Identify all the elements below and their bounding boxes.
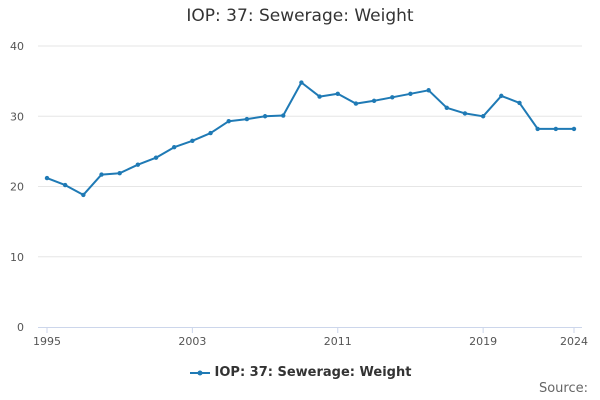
data-point — [517, 100, 522, 106]
data-point — [281, 113, 286, 118]
data-point — [571, 126, 577, 132]
gridlines — [38, 45, 582, 258]
data-point — [462, 111, 468, 116]
data-point — [408, 91, 413, 96]
data-point — [390, 95, 395, 100]
data-point — [153, 155, 159, 160]
data-point — [335, 91, 340, 96]
data-point — [426, 88, 431, 93]
data-point — [172, 144, 177, 150]
chart-title: IOP: 37: Sewerage: Weight — [186, 6, 414, 26]
data-point — [244, 116, 250, 122]
y-tick-label: 30 — [10, 110, 24, 123]
y-tick-label: 0 — [17, 321, 24, 334]
source-label: Source: — [538, 381, 588, 396]
x-tick-label: 2024 — [560, 335, 588, 348]
legend-swatch-icon — [189, 370, 210, 375]
x-tick-label: 2019 — [469, 335, 497, 348]
data-point — [499, 93, 504, 99]
series-line — [46, 81, 574, 196]
legend-label: IOP: 37: Sewerage: Weight — [214, 365, 412, 380]
x-tick-label: 1995 — [33, 335, 61, 348]
data-point — [190, 138, 195, 144]
legend: IOP: 37: Sewerage: Weight — [0, 365, 600, 380]
data-point — [371, 98, 377, 103]
data-point — [99, 172, 104, 177]
data-point — [299, 80, 304, 85]
y-tick-label: 20 — [10, 181, 24, 194]
data-point — [553, 126, 559, 132]
data-point — [262, 114, 268, 119]
x-tick-label: 2003 — [178, 335, 206, 348]
data-point — [226, 118, 231, 124]
data-point — [353, 101, 359, 106]
series-layer — [44, 80, 577, 198]
data-point — [117, 170, 122, 176]
y-tick-label: 40 — [10, 40, 24, 53]
data-point — [535, 126, 540, 132]
data-point — [81, 192, 86, 198]
axes: 0 10 20 30 40 1995 2003 2011 2019 2024 — [10, 40, 588, 348]
data-point — [208, 130, 213, 136]
data-point — [62, 182, 68, 188]
data-point — [480, 114, 486, 119]
data-point — [317, 94, 322, 99]
x-tick-label: 2011 — [324, 335, 352, 348]
y-tick-label: 10 — [10, 251, 24, 264]
data-point — [444, 105, 449, 111]
data-point — [44, 175, 50, 181]
data-point — [135, 162, 141, 167]
